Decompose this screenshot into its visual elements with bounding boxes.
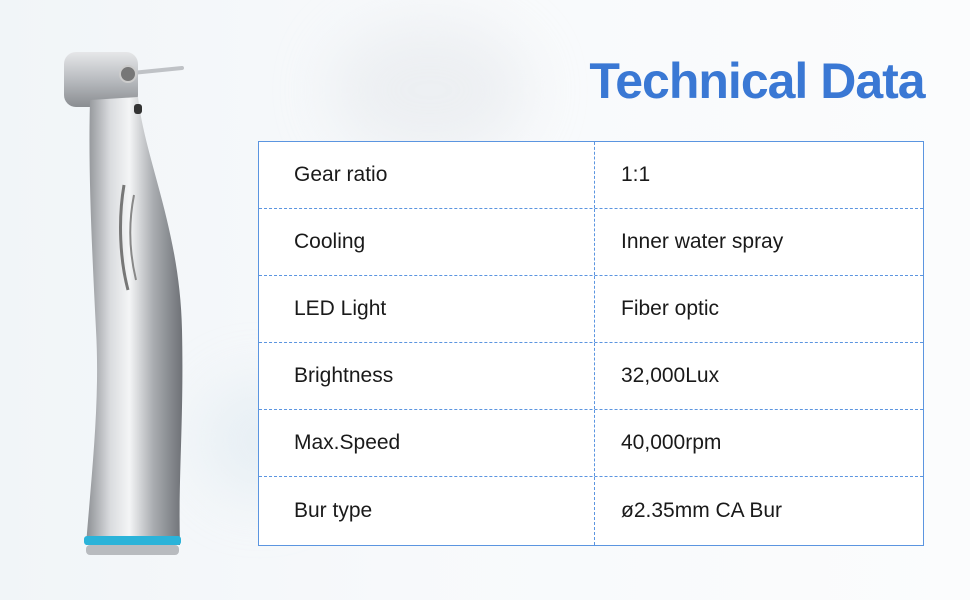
spec-label: Brightness	[259, 343, 595, 409]
table-row: Brightness 32,000Lux	[259, 343, 923, 410]
dental-handpiece-image	[64, 52, 184, 555]
spec-label: Max.Speed	[259, 410, 595, 476]
spec-value: 32,000Lux	[621, 364, 720, 387]
spec-label: Bur type	[259, 477, 595, 545]
spec-value: Inner water spray	[621, 230, 784, 253]
table-row: Cooling Inner water spray	[259, 209, 923, 276]
table-row: Max.Speed 40,000rpm	[259, 410, 923, 477]
spec-label: LED Light	[259, 276, 595, 342]
blue-ring	[84, 536, 181, 545]
spec-value: 40,000rpm	[621, 431, 722, 454]
table-row: Bur type ø2.35mm CA Bur	[259, 477, 923, 545]
background-decoration	[330, 20, 530, 160]
spec-value: ø2.35mm CA Bur	[621, 499, 783, 522]
spec-label: Gear ratio	[259, 142, 595, 208]
spec-table: Gear ratio 1:1 Cooling Inner water spray…	[258, 141, 924, 546]
spec-label: Cooling	[259, 209, 595, 275]
spec-value: Fiber optic	[621, 297, 720, 320]
spec-value: 1:1	[621, 163, 651, 186]
table-row: Gear ratio 1:1	[259, 142, 923, 209]
table-row: LED Light Fiber optic	[259, 276, 923, 343]
page-title: Technical Data	[589, 53, 925, 109]
